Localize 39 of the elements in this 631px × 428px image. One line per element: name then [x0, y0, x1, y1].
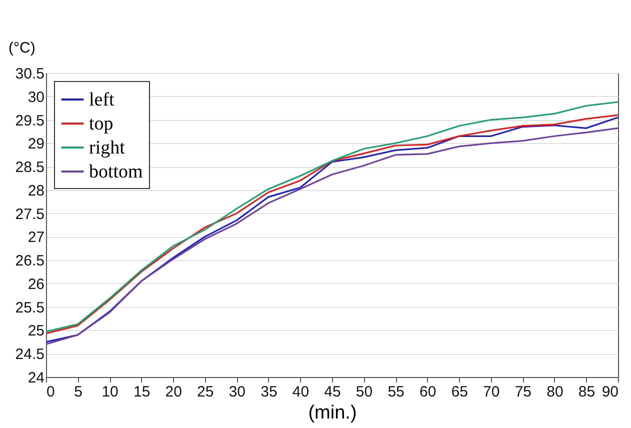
x-tick-label: 30 [228, 384, 246, 400]
y-tick-label: 24 [28, 370, 44, 386]
x-tick-label: 15 [133, 384, 150, 400]
y-tick-label: 30 [28, 88, 44, 106]
y-tick-label: 29.5 [15, 112, 44, 130]
x-tick-label: 45 [324, 384, 341, 400]
x-axis-title: (min.) [308, 402, 357, 424]
x-tick-label: 35 [260, 384, 278, 400]
x-tick-label: 75 [514, 384, 532, 400]
y-tick-label: 26.5 [15, 252, 44, 270]
x-tick-label: 85 [578, 384, 596, 400]
y-tick-label: 27.5 [15, 206, 44, 223]
y-axis-title: (°C) [8, 40, 36, 56]
x-tick-label: 20 [165, 384, 182, 400]
y-tick-label: 28.5 [15, 159, 44, 176]
x-tick-label: 60 [419, 384, 436, 400]
x-tick-label: 80 [546, 384, 564, 400]
x-tick-label: 50 [356, 384, 373, 400]
x-tick-label: 40 [292, 384, 310, 400]
legend-label: left [89, 90, 116, 110]
y-tick-label: 25 [28, 322, 44, 340]
x-tick-label: 0 [46, 384, 55, 400]
legend-label: right [89, 138, 126, 158]
y-tick-label: 29 [28, 136, 44, 153]
y-tick-label: 27 [28, 229, 44, 246]
y-tick-label: 25.5 [15, 299, 44, 316]
legend-label: top [89, 114, 114, 134]
x-tick-label: 5 [74, 384, 82, 400]
x-tick-label: 70 [483, 384, 500, 400]
legend-label: bottom [89, 162, 144, 182]
y-tick-label: 26 [28, 276, 44, 293]
x-tick-label: 10 [102, 384, 118, 400]
y-tick-label: 24.5 [15, 346, 44, 364]
x-tick-label: 65 [451, 384, 468, 400]
x-tick-label: 25 [197, 384, 214, 400]
y-tick-label: 30.5 [15, 66, 44, 82]
x-tick-label: 55 [388, 384, 404, 400]
y-tick-label: 28 [28, 182, 44, 200]
x-tick-label: 90 [602, 384, 618, 400]
